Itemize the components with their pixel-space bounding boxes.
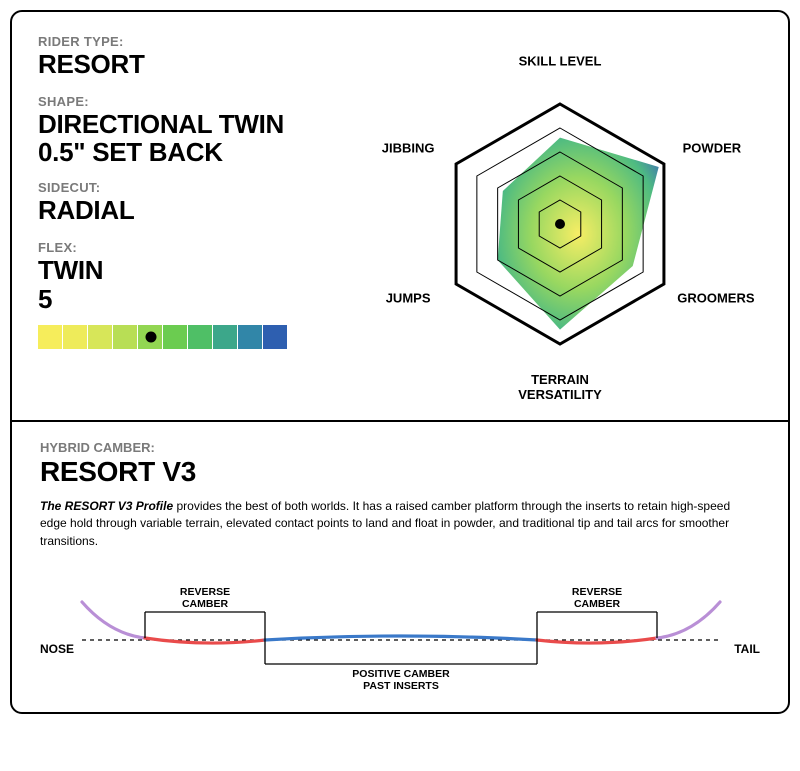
top-section: RIDER TYPE: RESORT SHAPE: DIRECTIONAL TW… [12, 12, 788, 422]
radar-axis-label: GROOMERS [677, 292, 754, 307]
rider-type-label: RIDER TYPE: [38, 34, 358, 49]
radar-axis-label: JUMPS [386, 292, 431, 307]
bottom-section: HYBRID CAMBER: RESORT V3 The RESORT V3 P… [12, 422, 788, 712]
camber-label: HYBRID CAMBER: [40, 440, 760, 455]
flex-value: TWIN [38, 256, 358, 284]
radar-axis-label: SKILL LEVEL [519, 55, 602, 70]
flex-segment [88, 325, 113, 349]
shape-label: SHAPE: [38, 94, 358, 109]
flex-number: 5 [38, 284, 358, 315]
rider-type-value: RESORT [38, 50, 358, 78]
camber-profile: NOSE TAIL REVERSECAMBER REVERSECAMBER POSI… [40, 580, 760, 690]
radar-axis-label: POWDER [683, 142, 742, 157]
flex-segment [63, 325, 88, 349]
radar-svg [360, 34, 760, 404]
flex-segment [113, 325, 138, 349]
camber-desc-lead: The RESORT V3 Profile [40, 499, 173, 513]
camber-section-label: POSITIVE CAMBERPAST INSERTS [352, 668, 449, 692]
sidecut-label: SIDECUT: [38, 180, 358, 195]
flex-segment [38, 325, 63, 349]
camber-title: RESORT V3 [40, 456, 760, 488]
flex-segment [238, 325, 263, 349]
shape-line2: 0.5" SET BACK [38, 137, 223, 167]
tail-label: TAIL [734, 642, 760, 656]
flex-segment [263, 325, 288, 349]
camber-section-label: REVERSECAMBER [572, 586, 622, 610]
flex-dot [145, 332, 156, 343]
nose-label: NOSE [40, 642, 74, 656]
specs-column: RIDER TYPE: RESORT SHAPE: DIRECTIONAL TW… [38, 34, 358, 404]
spec-card: RIDER TYPE: RESORT SHAPE: DIRECTIONAL TW… [10, 10, 790, 714]
sidecut-value: RADIAL [38, 196, 358, 224]
flex-label: FLEX: [38, 240, 358, 255]
camber-description: The RESORT V3 Profile provides the best … [40, 498, 760, 550]
shape-line1: DIRECTIONAL TWIN [38, 109, 284, 139]
flex-segment [188, 325, 213, 349]
shape-value: DIRECTIONAL TWIN 0.5" SET BACK [38, 110, 358, 166]
radar-chart: SKILL LEVEL POWDER GROOMERS TERRAINVERSATIL… [358, 34, 762, 404]
flex-segment [163, 325, 188, 349]
flex-segment [213, 325, 238, 349]
radar-axis-label: JIBBING [382, 142, 435, 157]
flex-bar [38, 325, 288, 349]
camber-section-label: REVERSECAMBER [180, 586, 230, 610]
radar-axis-label: TERRAINVERSATILITY [518, 373, 602, 403]
